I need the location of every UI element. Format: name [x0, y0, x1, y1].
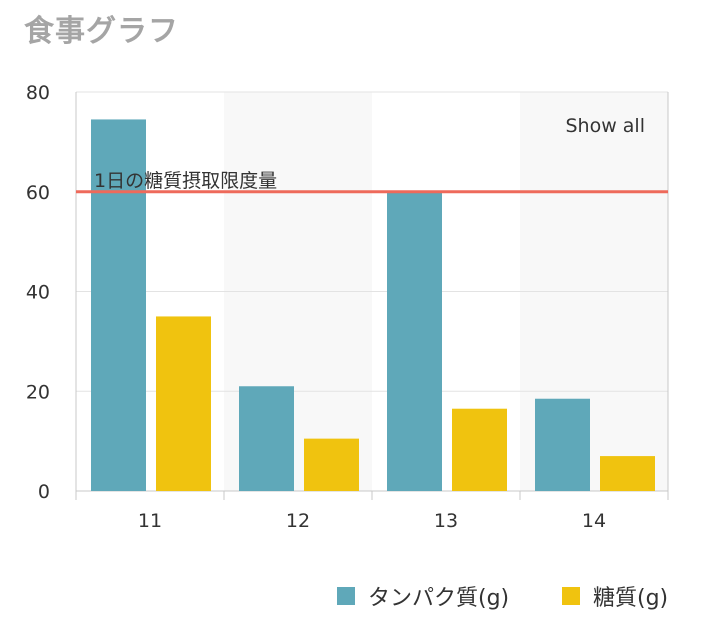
y-tick-label: 40 — [26, 282, 50, 304]
bar-series0-13[interactable] — [387, 191, 442, 491]
bar-series1-14[interactable] — [600, 456, 655, 491]
bars — [91, 119, 655, 492]
reference-line-label: 1日の糖質摂取限度量 — [94, 170, 277, 192]
y-tick-label: 60 — [26, 182, 50, 204]
x-tick-labels: 11 12 13 14 — [138, 510, 606, 532]
bar-series0-12[interactable] — [239, 386, 294, 491]
legend-item-0[interactable]: タンパク質(g) — [337, 586, 509, 611]
legend-swatch — [337, 587, 355, 605]
x-tick-label: 14 — [582, 510, 606, 532]
y-tick-label: 80 — [26, 82, 50, 104]
y-tick-label: 0 — [38, 481, 50, 503]
bar-series1-12[interactable] — [304, 438, 359, 491]
legend-swatch — [562, 587, 580, 605]
x-tick-label: 13 — [434, 510, 458, 532]
reference-line-group: 1日の糖質摂取限度量 — [76, 170, 668, 194]
legend-label: 糖質(g) — [593, 586, 668, 611]
bar-series0-14[interactable] — [535, 398, 590, 491]
bar-series1-11[interactable] — [156, 316, 211, 491]
show-all-button[interactable]: Show all — [565, 115, 645, 137]
legend: タンパク質(g) 糖質(g) — [337, 586, 668, 611]
x-tick-label: 11 — [138, 510, 162, 532]
legend-label: タンパク質(g) — [368, 586, 509, 611]
page-title: 食事グラフ — [24, 14, 179, 49]
bar-series0-11[interactable] — [91, 119, 146, 492]
legend-item-1[interactable]: 糖質(g) — [562, 586, 668, 611]
x-tick-label: 12 — [286, 510, 310, 532]
bar-series1-13[interactable] — [452, 408, 507, 491]
y-tick-label: 20 — [26, 381, 50, 403]
y-tick-labels: 0 20 40 60 80 — [26, 82, 50, 503]
